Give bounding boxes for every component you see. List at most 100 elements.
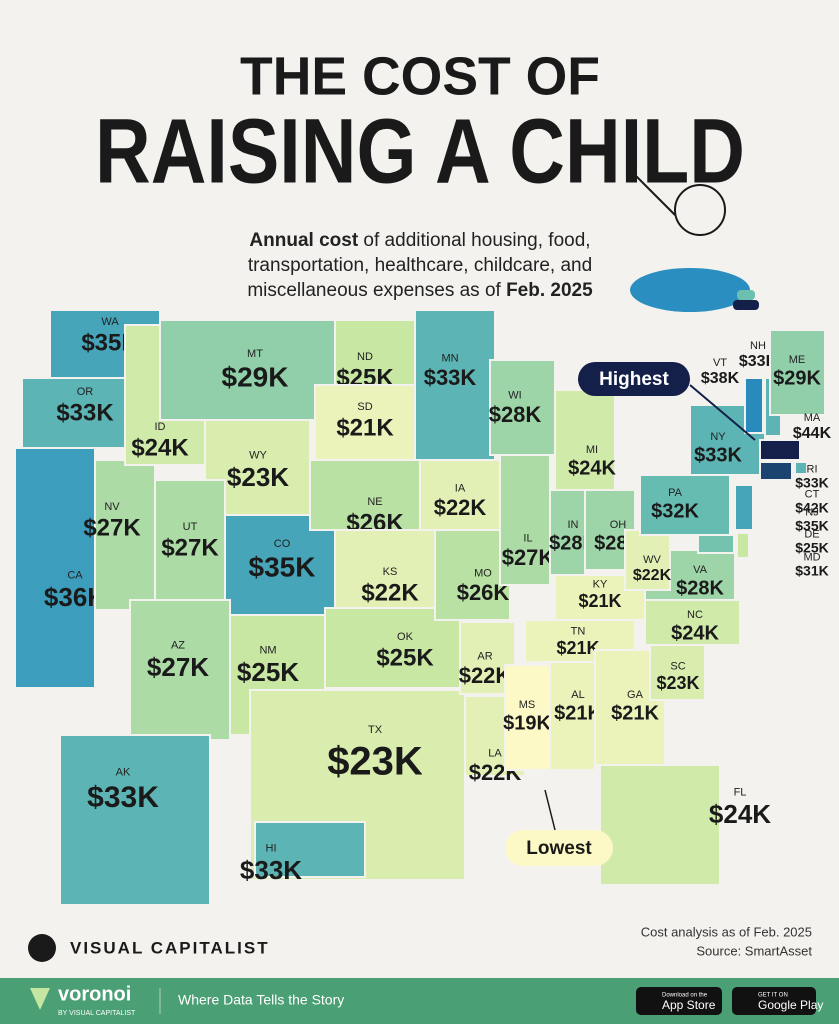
state	[600, 765, 720, 885]
state-code: WV	[643, 554, 661, 566]
state-code: MO	[474, 567, 492, 579]
state-code: MD	[803, 551, 820, 563]
state-code: MI	[586, 444, 598, 456]
state-value: $25K	[376, 644, 434, 671]
state	[435, 530, 510, 620]
state-value: $29K	[773, 367, 821, 389]
state-code: MN	[441, 352, 458, 364]
state-value: $22K	[434, 495, 487, 520]
state-code: DE	[804, 528, 819, 540]
state-code: KS	[383, 566, 398, 578]
state-code: CT	[805, 488, 820, 500]
state-value: $33K	[87, 781, 159, 814]
state-value: $24K	[568, 457, 616, 479]
state-code: PA	[668, 487, 683, 499]
subtitle-part: Annual cost	[249, 230, 358, 251]
state-code: MA	[804, 412, 821, 424]
state-value: $27K	[147, 652, 209, 682]
state-value: $24K	[671, 622, 719, 644]
state-code: KY	[593, 578, 608, 590]
state-code: AZ	[171, 639, 185, 651]
state-value: $25K	[237, 657, 299, 687]
state-code: IA	[455, 482, 466, 494]
state-value: $22K	[361, 579, 419, 606]
state-code: LA	[488, 747, 502, 759]
state-code: NY	[710, 431, 726, 443]
state-code: NH	[750, 340, 766, 352]
state-value: $27K	[502, 545, 555, 570]
state	[698, 535, 734, 553]
annotation: Lowest	[526, 838, 592, 859]
state-code: TN	[571, 625, 586, 637]
state-value: $21K	[578, 591, 621, 611]
state-value: $23K	[227, 462, 289, 492]
state-value: $44K	[793, 425, 832, 442]
state-value: $33K	[240, 855, 302, 885]
state-code: SD	[357, 401, 372, 413]
state	[15, 448, 95, 688]
state-value: $23K	[656, 673, 699, 693]
state-code: MT	[247, 348, 263, 360]
state-value: $28K	[489, 402, 542, 427]
state-value: $21K	[556, 638, 599, 658]
button-text: App Store	[662, 998, 716, 1012]
state	[60, 735, 210, 905]
state-value: $31K	[795, 563, 828, 579]
state-code: AL	[571, 689, 584, 701]
state-code: TX	[368, 724, 383, 736]
state-value: $28K	[676, 577, 724, 599]
state-code: IN	[568, 519, 579, 531]
state-code: CA	[67, 569, 83, 581]
state-code: FL	[734, 786, 747, 798]
state-code: SC	[670, 660, 685, 672]
state-code: NM	[259, 644, 276, 656]
tagline: Where Data Tells the Story	[178, 992, 344, 1008]
state-value: $19K	[503, 712, 551, 734]
state-code: VA	[693, 564, 708, 576]
state-value: $33K	[56, 399, 114, 426]
state-code: RI	[807, 463, 818, 475]
state-code: ND	[357, 351, 373, 363]
brand: VISUAL CAPITALIST	[70, 938, 270, 957]
state-code: NC	[687, 609, 703, 621]
state-value: $22K	[459, 663, 512, 688]
state-code: IL	[523, 532, 532, 544]
state	[737, 533, 749, 558]
subtitle: Annual cost of additional housing, food,…	[220, 228, 620, 303]
state	[795, 462, 807, 474]
state	[735, 485, 753, 530]
state-code: WI	[508, 389, 521, 401]
state-code: CO	[274, 538, 291, 550]
note: Cost analysis as of Feb. 2025	[641, 924, 812, 939]
state-code: MS	[519, 699, 536, 711]
state-code: ID	[155, 421, 166, 433]
state-code: NE	[367, 496, 382, 508]
state-code: GA	[627, 689, 644, 701]
state-value: $33K	[694, 444, 742, 466]
state	[760, 462, 792, 480]
state-value: $21K	[336, 414, 394, 441]
state-code: VT	[713, 357, 727, 369]
state-code: AR	[477, 650, 492, 662]
state-value: $24K	[709, 799, 771, 829]
state-value: $32K	[651, 500, 699, 522]
brand-logo	[28, 934, 56, 962]
logo-sub: BY VISUAL CAPITALIST	[58, 1010, 136, 1017]
state	[760, 440, 800, 460]
state-value: $33K	[424, 365, 477, 390]
state-code: NV	[104, 501, 120, 513]
state-code: OK	[397, 631, 414, 643]
state-code: UT	[183, 521, 198, 533]
note: Source: SmartAsset	[696, 943, 812, 958]
state-code: AK	[116, 766, 131, 778]
state-value: $21K	[611, 702, 659, 724]
title-line: THE COST OF	[240, 46, 600, 106]
state	[745, 378, 763, 433]
state-value: $38K	[701, 370, 740, 387]
button-text: Google Play	[758, 998, 823, 1012]
state-value: $27K	[161, 534, 219, 561]
logo: voronoi	[58, 983, 131, 1005]
state-value: $23K	[327, 740, 423, 784]
